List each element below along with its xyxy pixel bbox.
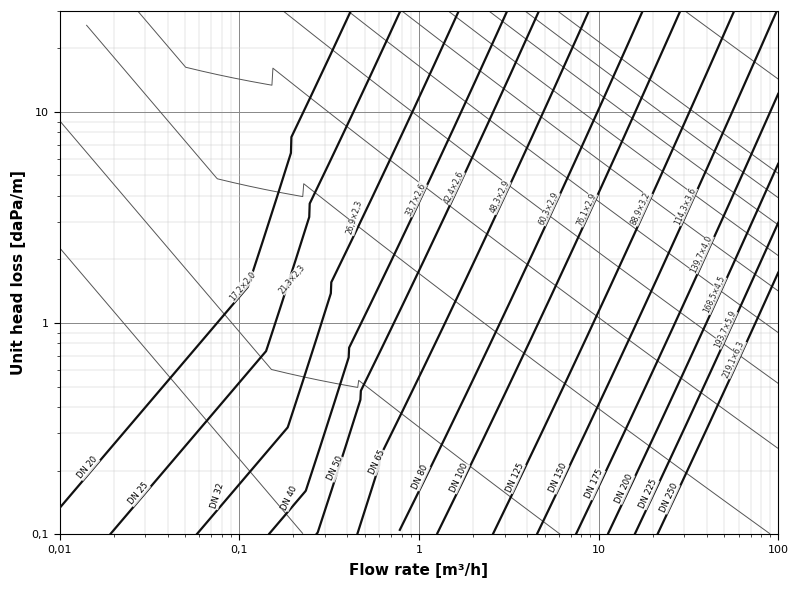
Text: DN 200: DN 200 bbox=[614, 472, 635, 505]
Text: 193,7×5,9: 193,7×5,9 bbox=[713, 309, 738, 349]
Text: DN 20: DN 20 bbox=[76, 455, 100, 481]
Text: DN 80: DN 80 bbox=[411, 464, 430, 491]
Text: DN 25: DN 25 bbox=[127, 481, 150, 507]
X-axis label: Flow rate [m³/h]: Flow rate [m³/h] bbox=[350, 563, 489, 578]
Text: 139,7×4,0: 139,7×4,0 bbox=[690, 234, 714, 274]
Text: 168,5×4,5: 168,5×4,5 bbox=[702, 274, 727, 315]
Text: DN 175: DN 175 bbox=[584, 468, 606, 500]
Text: DN 65: DN 65 bbox=[368, 448, 387, 476]
Text: 114,3×3,6: 114,3×3,6 bbox=[673, 186, 698, 226]
Text: DN 32: DN 32 bbox=[209, 482, 226, 509]
Text: 219,1×6,3: 219,1×6,3 bbox=[722, 339, 746, 379]
Text: 33,7×2,6: 33,7×2,6 bbox=[404, 181, 427, 217]
Text: 60,3×2,9: 60,3×2,9 bbox=[537, 190, 560, 226]
Text: DN 50: DN 50 bbox=[326, 455, 346, 482]
Text: DN 125: DN 125 bbox=[504, 462, 526, 494]
Text: 21,3×2,3: 21,3×2,3 bbox=[278, 263, 307, 295]
Text: DN 250: DN 250 bbox=[658, 482, 680, 514]
Text: 48,3×2,9: 48,3×2,9 bbox=[488, 179, 511, 215]
Text: DN 100: DN 100 bbox=[449, 462, 470, 494]
Text: 42,4×2,6: 42,4×2,6 bbox=[442, 169, 465, 205]
Text: DN 40: DN 40 bbox=[280, 484, 299, 512]
Text: 88,9×3,2: 88,9×3,2 bbox=[630, 191, 653, 226]
Text: 26,9×2,3: 26,9×2,3 bbox=[346, 200, 364, 236]
Text: 76,1×2,9: 76,1×2,9 bbox=[574, 191, 598, 227]
Text: DN 150: DN 150 bbox=[548, 462, 569, 494]
Text: 17,2×2,0: 17,2×2,0 bbox=[228, 270, 258, 302]
Text: DN 225: DN 225 bbox=[638, 478, 659, 510]
Y-axis label: Unit head loss [daPa/m]: Unit head loss [daPa/m] bbox=[11, 170, 26, 375]
